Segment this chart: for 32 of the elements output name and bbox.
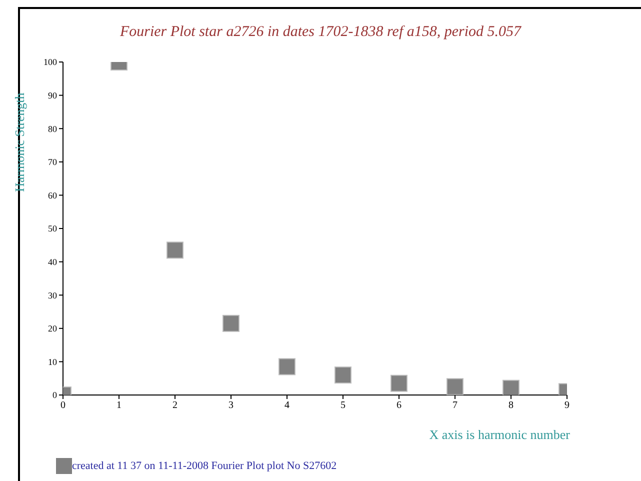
x-tick-label: 8 bbox=[508, 400, 514, 412]
x-tick-label: 5 bbox=[340, 400, 346, 412]
point bbox=[502, 380, 520, 395]
y-tick-label: 0 bbox=[52, 390, 58, 400]
point bbox=[278, 358, 296, 376]
x-tick-label: 7 bbox=[452, 400, 458, 412]
y-axis-title: Harmonic Strength bbox=[12, 92, 28, 192]
x-tick-label: 0 bbox=[60, 400, 66, 412]
y-tick-label: 10 bbox=[48, 356, 58, 367]
point bbox=[446, 378, 464, 395]
point bbox=[334, 366, 352, 384]
y-tick-label: 90 bbox=[48, 90, 58, 100]
x-tick-label: 9 bbox=[564, 400, 570, 412]
y-tick-label: 40 bbox=[48, 256, 58, 267]
x-tick-label: 6 bbox=[396, 400, 402, 412]
x-tick-label: 3 bbox=[228, 400, 234, 412]
y-tick-label: 100 bbox=[44, 57, 58, 68]
y-tick-label: 80 bbox=[48, 124, 58, 134]
y-tick-label: 50 bbox=[48, 224, 58, 234]
x-tick-label: 2 bbox=[172, 400, 178, 412]
y-tick-label: 20 bbox=[48, 324, 58, 334]
point bbox=[222, 314, 240, 332]
x-axis-title: X axis is harmonic number bbox=[428, 427, 570, 443]
point bbox=[166, 242, 184, 259]
x-tick-label: 1 bbox=[116, 400, 122, 412]
point bbox=[390, 374, 408, 392]
y-tick-label: 60 bbox=[48, 190, 58, 200]
chart-title: Fourier Plot star a2726 in dates 1702-1838 ref a158, period 5.057 bbox=[118, 24, 522, 41]
text: created at 11 37 on 11-11-2008 Fourier Plot plot No S27602 bbox=[72, 460, 337, 472]
x-tick-label: 4 bbox=[284, 400, 290, 412]
y-tick-label: 70 bbox=[48, 157, 58, 168]
y-tick-label: 30 bbox=[48, 290, 58, 300]
